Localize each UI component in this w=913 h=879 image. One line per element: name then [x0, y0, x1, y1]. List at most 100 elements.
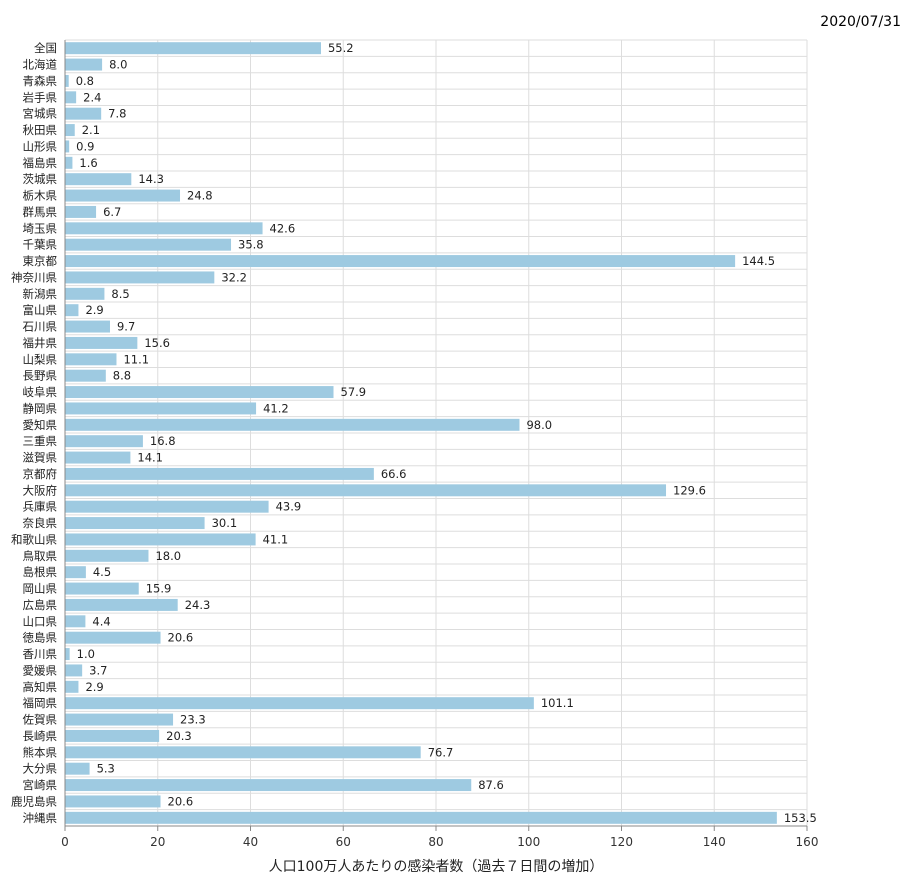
bar-value-label: 16.8	[150, 434, 176, 448]
bar-value-label: 24.8	[187, 189, 213, 203]
bar	[65, 795, 161, 808]
category-label: 石川県	[23, 320, 58, 334]
bar	[65, 746, 421, 759]
bar	[65, 811, 777, 824]
bar	[65, 271, 215, 284]
bar	[65, 435, 143, 448]
bar-value-label: 2.9	[85, 303, 103, 317]
category-label: 埼玉県	[23, 221, 58, 235]
bar	[65, 664, 83, 677]
bar	[65, 402, 257, 415]
category-label: 岩手県	[23, 90, 58, 104]
bar	[65, 386, 334, 399]
bar	[65, 124, 75, 137]
bar	[65, 713, 174, 726]
bar	[65, 336, 138, 349]
x-axis-title: 人口100万人あたりの感染者数（過去７日間の増加）	[269, 858, 604, 875]
category-label: 東京都	[23, 254, 58, 268]
category-label: 福島県	[23, 156, 58, 170]
bar	[65, 598, 178, 611]
category-label: 栃木県	[23, 189, 58, 203]
category-label: 福岡県	[23, 696, 58, 710]
x-tick-label: 160	[796, 835, 819, 849]
bar	[65, 484, 667, 497]
bar	[65, 353, 117, 366]
bar-value-label: 1.0	[77, 647, 95, 661]
bar-value-label: 3.7	[89, 663, 107, 677]
bar-value-label: 8.8	[113, 369, 131, 383]
category-label: 岡山県	[23, 582, 58, 596]
bar	[65, 255, 736, 268]
category-label: 沖縄県	[23, 811, 58, 825]
bar	[65, 74, 69, 87]
x-tick-label: 20	[150, 835, 165, 849]
x-tick-label: 140	[703, 835, 726, 849]
category-label: 兵庫県	[23, 500, 58, 514]
bar-value-label: 15.6	[144, 336, 170, 350]
category-label: 岐阜県	[23, 385, 58, 399]
bar-value-label: 35.8	[238, 238, 264, 252]
bar	[65, 369, 106, 382]
category-label: 大分県	[23, 762, 58, 776]
category-label: 広島県	[23, 598, 58, 612]
bar-value-label: 14.1	[137, 451, 163, 465]
bar	[65, 648, 70, 661]
category-label: 群馬県	[23, 205, 58, 219]
category-label: 大阪府	[23, 483, 58, 497]
category-label: 奈良県	[23, 516, 58, 530]
bar-value-label: 57.9	[341, 385, 367, 399]
bar-value-label: 55.2	[328, 41, 354, 55]
bar-value-label: 66.6	[381, 467, 407, 481]
bar-value-label: 41.1	[263, 532, 289, 546]
bar-value-label: 20.3	[166, 729, 192, 743]
category-label: 秋田県	[23, 123, 58, 137]
bar	[65, 91, 77, 104]
category-label: 全国	[34, 41, 57, 55]
bar-value-label: 41.2	[263, 401, 289, 415]
category-label: 香川県	[23, 647, 58, 661]
category-label: 長野県	[23, 369, 58, 383]
x-tick-label: 120	[610, 835, 633, 849]
x-tick-label: 80	[428, 835, 443, 849]
bar-value-label: 2.1	[82, 123, 100, 137]
bar	[65, 549, 149, 562]
category-label: 青森県	[23, 74, 58, 88]
bar-value-label: 153.5	[784, 811, 817, 825]
category-label: 鹿児島県	[11, 794, 57, 808]
category-label: 徳島県	[23, 631, 58, 645]
bar-value-label: 7.8	[108, 107, 126, 121]
x-tick-label: 60	[336, 835, 351, 849]
bar	[65, 697, 534, 710]
category-label: 三重県	[23, 434, 58, 448]
bar-value-label: 8.5	[111, 287, 129, 301]
bar-value-label: 9.7	[117, 320, 135, 334]
category-label: 滋賀県	[23, 451, 58, 465]
category-label: 山口県	[23, 614, 58, 628]
bar	[65, 189, 181, 202]
bar	[65, 107, 102, 120]
bar	[65, 42, 321, 55]
category-label: 佐賀県	[23, 713, 58, 727]
bar-value-label: 6.7	[103, 205, 121, 219]
bar-value-label: 18.0	[155, 549, 181, 563]
bar	[65, 222, 263, 235]
bar-value-label: 144.5	[742, 254, 775, 268]
bar-value-label: 30.1	[212, 516, 238, 530]
x-tick-label: 100	[517, 835, 540, 849]
category-label: 富山県	[23, 303, 58, 317]
category-label: 和歌山県	[11, 532, 57, 546]
bar	[65, 451, 131, 464]
bar	[65, 238, 232, 251]
bar-value-label: 8.0	[109, 58, 127, 72]
bar	[65, 173, 132, 186]
bar	[65, 156, 73, 169]
bar-value-label: 4.5	[93, 565, 111, 579]
bar	[65, 779, 472, 792]
bar-value-label: 20.6	[168, 794, 194, 808]
bar	[65, 140, 70, 153]
date-label: 2020/07/31	[820, 14, 901, 30]
bar-value-label: 24.3	[185, 598, 211, 612]
bar-value-label: 87.6	[478, 778, 504, 792]
